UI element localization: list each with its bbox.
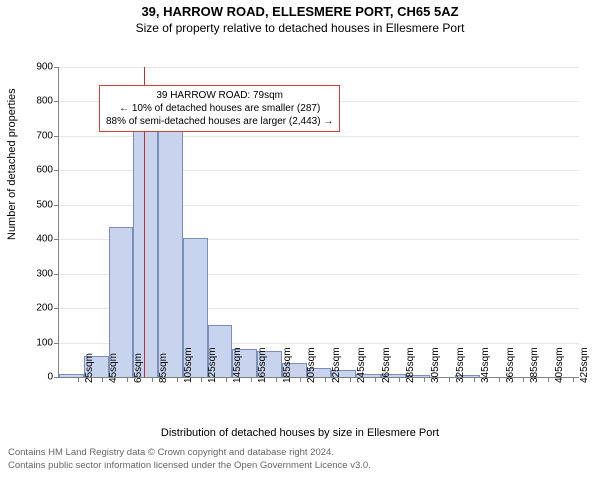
x-tick-mark — [177, 377, 178, 382]
page-title: 39, HARROW ROAD, ELLESMERE PORT, CH65 5A… — [0, 4, 600, 19]
x-tick-label: 85sqm — [156, 353, 169, 383]
x-tick-label: 305sqm — [428, 347, 441, 383]
x-tick-label: 45sqm — [106, 353, 119, 383]
footer-line-2: Contains public sector information licen… — [8, 460, 592, 473]
x-tick-mark — [226, 377, 227, 382]
x-tick-label: 285sqm — [403, 347, 416, 383]
x-tick-mark — [251, 377, 252, 382]
x-tick-label: 265sqm — [379, 347, 392, 383]
footer: Contains HM Land Registry data © Crown c… — [0, 445, 600, 473]
chart-container: Number of detached properties 0100200300… — [0, 35, 600, 445]
x-tick-label: 105sqm — [181, 347, 194, 383]
x-tick-mark — [350, 377, 351, 382]
x-tick-mark — [78, 377, 79, 382]
y-axis-label: Number of detached properties — [6, 88, 18, 240]
page-subtitle: Size of property relative to detached ho… — [0, 21, 600, 35]
histogram-bar — [59, 374, 84, 377]
x-tick-mark — [449, 377, 450, 382]
x-tick-label: 425sqm — [577, 347, 590, 383]
x-tick-mark — [300, 377, 301, 382]
x-tick-mark — [325, 377, 326, 382]
y-tick-label: 0 — [47, 372, 59, 383]
x-tick-label: 385sqm — [527, 347, 540, 383]
x-tick-mark — [548, 377, 549, 382]
x-axis-label: Distribution of detached houses by size … — [0, 427, 600, 439]
histogram-bar — [158, 120, 183, 377]
y-tick-label: 500 — [36, 199, 59, 210]
y-tick-label: 700 — [36, 130, 59, 141]
x-tick-mark — [102, 377, 103, 382]
footer-line-1: Contains HM Land Registry data © Crown c… — [8, 447, 592, 460]
grid-line — [59, 67, 579, 68]
x-tick-mark — [573, 377, 574, 382]
y-tick-label: 600 — [36, 165, 59, 176]
y-tick-label: 300 — [36, 268, 59, 279]
annotation-line: ← 10% of detached houses are smaller (28… — [106, 102, 333, 115]
x-tick-mark — [474, 377, 475, 382]
annotation-line: 88% of semi-detached houses are larger (… — [106, 115, 333, 128]
x-tick-label: 405sqm — [552, 347, 565, 383]
x-tick-label: 345sqm — [478, 347, 491, 383]
x-tick-mark — [523, 377, 524, 382]
y-tick-label: 400 — [36, 234, 59, 245]
y-tick-label: 200 — [36, 303, 59, 314]
x-tick-label: 185sqm — [280, 347, 293, 383]
x-tick-mark — [152, 377, 153, 382]
x-tick-mark — [399, 377, 400, 382]
x-tick-label: 165sqm — [255, 347, 268, 383]
x-tick-mark — [276, 377, 277, 382]
plot-area: 010020030040050060070080090025sqm45sqm65… — [58, 67, 579, 378]
x-tick-label: 205sqm — [304, 347, 317, 383]
y-tick-label: 100 — [36, 337, 59, 348]
x-tick-mark — [499, 377, 500, 382]
x-tick-label: 225sqm — [329, 347, 342, 383]
x-tick-mark — [201, 377, 202, 382]
x-tick-label: 245sqm — [354, 347, 367, 383]
x-tick-label: 325sqm — [453, 347, 466, 383]
annotation-line: 39 HARROW ROAD: 79sqm — [106, 89, 333, 102]
x-tick-mark — [127, 377, 128, 382]
x-tick-label: 65sqm — [131, 353, 144, 383]
x-tick-label: 25sqm — [82, 353, 95, 383]
annotation-box: 39 HARROW ROAD: 79sqm← 10% of detached h… — [99, 85, 340, 132]
x-tick-mark — [375, 377, 376, 382]
y-tick-label: 900 — [36, 62, 59, 73]
x-tick-label: 365sqm — [503, 347, 516, 383]
histogram-bar — [133, 120, 158, 377]
x-tick-label: 145sqm — [230, 347, 243, 383]
x-tick-mark — [424, 377, 425, 382]
x-tick-label: 125sqm — [205, 347, 218, 383]
y-tick-label: 800 — [36, 96, 59, 107]
